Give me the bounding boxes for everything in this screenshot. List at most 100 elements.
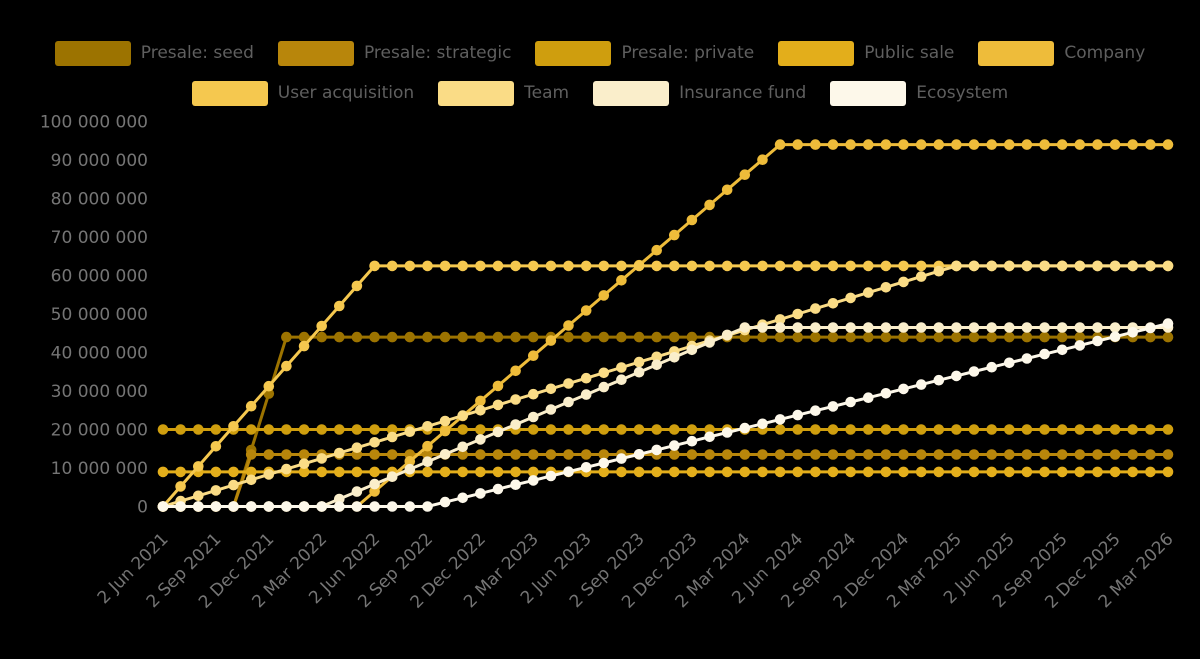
data-point [510, 449, 521, 460]
data-point [898, 424, 909, 435]
data-point [228, 479, 239, 491]
data-point [651, 466, 662, 478]
legend-item-company[interactable]: Company [978, 41, 1145, 66]
data-point [616, 374, 627, 386]
data-point [633, 424, 645, 435]
data-point [404, 456, 416, 467]
data-point [263, 380, 275, 392]
data-point [863, 392, 874, 404]
data-point [1109, 331, 1121, 343]
legend-item-presale-seed[interactable]: Presale: seed [54, 41, 254, 66]
data-point [845, 449, 856, 460]
data-point [510, 260, 521, 272]
data-point [263, 501, 275, 512]
data-point [968, 466, 980, 478]
data-point [1021, 353, 1033, 364]
data-point [1056, 331, 1068, 343]
legend-item-presale-private[interactable]: Presale: private [535, 41, 754, 66]
data-point [1004, 357, 1015, 369]
data-point [1145, 322, 1156, 334]
data-point [1127, 327, 1138, 338]
y-axis-tick-label: 40 000 000 [51, 344, 148, 364]
series-insurance-fund [157, 322, 1174, 512]
legend-item-presale-strategic[interactable]: Presale: strategic [277, 41, 511, 66]
legend-swatch-presale-private [535, 41, 612, 66]
data-point [616, 466, 627, 478]
data-point [898, 139, 909, 150]
data-point [1039, 322, 1050, 333]
data-point [616, 275, 627, 286]
data-point [334, 300, 345, 312]
data-point [245, 466, 257, 478]
data-point [1109, 466, 1121, 478]
data-point [1127, 424, 1138, 435]
data-point [651, 444, 662, 456]
data-point [528, 449, 539, 460]
data-point [175, 466, 186, 478]
data-point [880, 466, 892, 478]
legend-item-insurance-fund[interactable]: Insurance fund [593, 81, 806, 106]
data-point [369, 437, 380, 448]
data-point [792, 139, 803, 150]
data-point [951, 260, 962, 272]
data-point [1021, 466, 1033, 478]
series-presale-strategic [157, 449, 1174, 512]
data-point [157, 501, 169, 512]
legend-label-team: Team [524, 83, 570, 103]
data-point [475, 395, 486, 407]
data-point [298, 458, 310, 470]
data-point [774, 449, 786, 460]
data-point [351, 486, 363, 497]
data-point [739, 422, 751, 434]
data-point [686, 449, 698, 460]
data-point [263, 469, 275, 480]
data-point [651, 331, 662, 343]
legend-swatch-presale-seed [54, 41, 131, 66]
data-point [933, 466, 945, 478]
data-point [563, 466, 574, 478]
legend-item-team[interactable]: Team [438, 81, 569, 106]
data-point [721, 427, 733, 438]
legend-row-2: User acquisition Team Insurance fund Eco… [0, 81, 1200, 106]
data-point [457, 331, 469, 343]
data-point [1074, 322, 1086, 333]
legend-item-public-sale[interactable]: Public sale [778, 41, 954, 66]
data-point [334, 447, 345, 459]
data-point [457, 410, 469, 421]
data-point [1004, 260, 1015, 272]
data-point [915, 449, 927, 460]
data-point [792, 466, 803, 478]
data-point [669, 424, 680, 435]
data-point [510, 394, 521, 405]
data-point [704, 260, 715, 272]
data-point [439, 496, 451, 508]
y-axis-tick-label: 100 000 000 [40, 113, 148, 133]
data-point [651, 244, 662, 256]
legend-item-user-acquisition[interactable]: User acquisition [191, 81, 414, 106]
data-point [457, 260, 469, 272]
data-point [1056, 322, 1068, 333]
data-point [422, 421, 433, 432]
series-line [163, 335, 1168, 508]
legend-swatch-presale-strategic [277, 41, 354, 66]
data-point [422, 331, 433, 343]
legend-item-ecosystem[interactable]: Ecosystem [830, 81, 1008, 106]
data-point [404, 331, 416, 343]
data-point [951, 424, 962, 435]
data-point [669, 440, 680, 451]
series-team [157, 260, 1174, 512]
data-point [1162, 318, 1174, 329]
data-point [598, 290, 610, 301]
data-point [281, 360, 292, 372]
data-point [792, 260, 803, 272]
data-point [1092, 424, 1103, 435]
data-point [580, 449, 592, 460]
data-point [1056, 139, 1068, 150]
data-point [845, 292, 856, 304]
series-presale-seed [157, 331, 1174, 512]
data-point [457, 424, 469, 435]
data-point [951, 449, 962, 460]
data-point [633, 356, 645, 368]
data-point [475, 424, 486, 435]
